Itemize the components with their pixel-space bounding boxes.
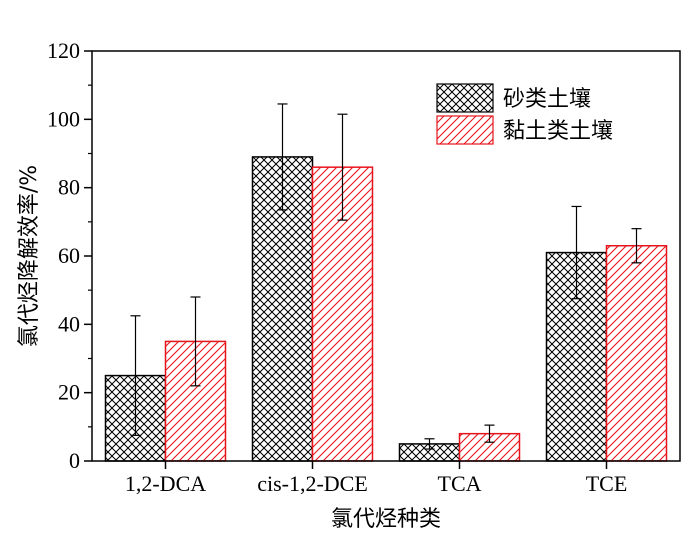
x-axis-title: 氯代烃种类 (331, 507, 441, 532)
y-tick-label: 60 (58, 243, 80, 268)
y-axis-title: 氯代烃降解效率/% (17, 165, 42, 347)
plot-area (104, 103, 668, 462)
y-tick-label: 120 (47, 38, 80, 63)
y-tick-label: 0 (69, 448, 80, 473)
y-tick-label: 100 (47, 106, 80, 131)
y-tick-label: 80 (58, 175, 80, 200)
legend-label-sand: 砂类土壤 (503, 87, 591, 112)
legend: 砂类土壤 黏土类土壤 (436, 83, 613, 145)
y-tick-label: 20 (58, 380, 80, 405)
legend-swatch-sand (436, 83, 494, 113)
x-tick-label: TCA (438, 471, 482, 496)
x-axis: 1,2-DCA cis-1,2-DCE TCA TCE (125, 461, 627, 496)
legend-swatch-clay (436, 115, 494, 145)
bar-clay (605, 245, 668, 462)
x-tick-label: 1,2-DCA (125, 471, 206, 496)
legend-label-clay: 黏土类土壤 (503, 119, 613, 144)
x-tick-label: cis-1,2-DCE (257, 471, 368, 496)
y-tick-label: 40 (58, 311, 80, 336)
y-axis: 0 20 40 60 80 100 120 (47, 38, 92, 473)
x-tick-label: TCE (586, 471, 628, 496)
